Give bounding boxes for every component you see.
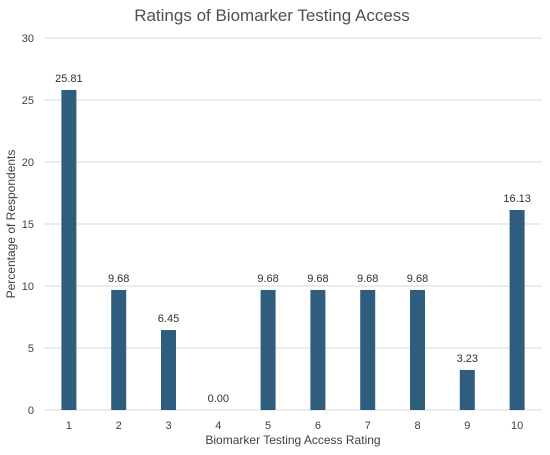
- bar: [260, 289, 276, 410]
- bar: [310, 289, 326, 410]
- bars: [61, 89, 525, 411]
- bar: [459, 369, 475, 410]
- y-tick-label: 10: [22, 281, 34, 293]
- x-axis-label: Biomarker Testing Access Rating: [205, 433, 380, 447]
- x-axis-ticks: 1 2 3 4 5 6 7 8 9 10: [66, 420, 523, 432]
- data-label: 6.45: [158, 313, 179, 325]
- y-tick-label: 30: [22, 33, 34, 45]
- x-tick-label: 1: [66, 420, 72, 432]
- data-label: 25.81: [55, 73, 83, 85]
- data-label: 9.68: [357, 273, 378, 285]
- x-tick-label: 3: [165, 420, 171, 432]
- data-labels: 25.81 9.68 6.45 0.00 9.68 9.68 9.68 9.68 3.23 16.…: [55, 73, 531, 405]
- x-tick-label: 5: [265, 420, 271, 432]
- bar: [161, 330, 176, 410]
- bar: [509, 209, 525, 410]
- y-axis-ticks: 0 5 10 15 20 25 30: [22, 33, 34, 417]
- x-tick-label: 10: [511, 420, 523, 432]
- y-tick-label: 5: [28, 343, 34, 355]
- x-tick-label: 2: [116, 420, 122, 432]
- x-tick-label: 4: [215, 420, 221, 432]
- data-label: 9.68: [257, 273, 278, 285]
- chart-title: Ratings of Biomarker Testing Access: [134, 6, 410, 25]
- data-label: 0.00: [208, 393, 229, 405]
- bar: [111, 289, 127, 410]
- bar: [61, 89, 77, 411]
- bar: [410, 289, 425, 410]
- data-label: 9.68: [108, 273, 129, 285]
- x-tick-label: 6: [315, 420, 321, 432]
- data-label: 9.68: [407, 273, 428, 285]
- y-tick-label: 15: [22, 219, 34, 231]
- data-label: 3.23: [457, 353, 478, 365]
- data-label: 9.68: [307, 273, 328, 285]
- x-tick-label: 9: [464, 420, 470, 432]
- y-tick-label: 0: [28, 405, 34, 417]
- x-tick-label: 8: [414, 420, 420, 432]
- data-label: 16.13: [503, 193, 531, 205]
- bar: [360, 289, 376, 410]
- y-tick-label: 20: [22, 157, 34, 169]
- x-tick-label: 7: [365, 420, 371, 432]
- y-tick-label: 25: [22, 95, 34, 107]
- y-axis-label: Percentage of Respondents: [4, 150, 18, 299]
- gridlines: [44, 37, 542, 411]
